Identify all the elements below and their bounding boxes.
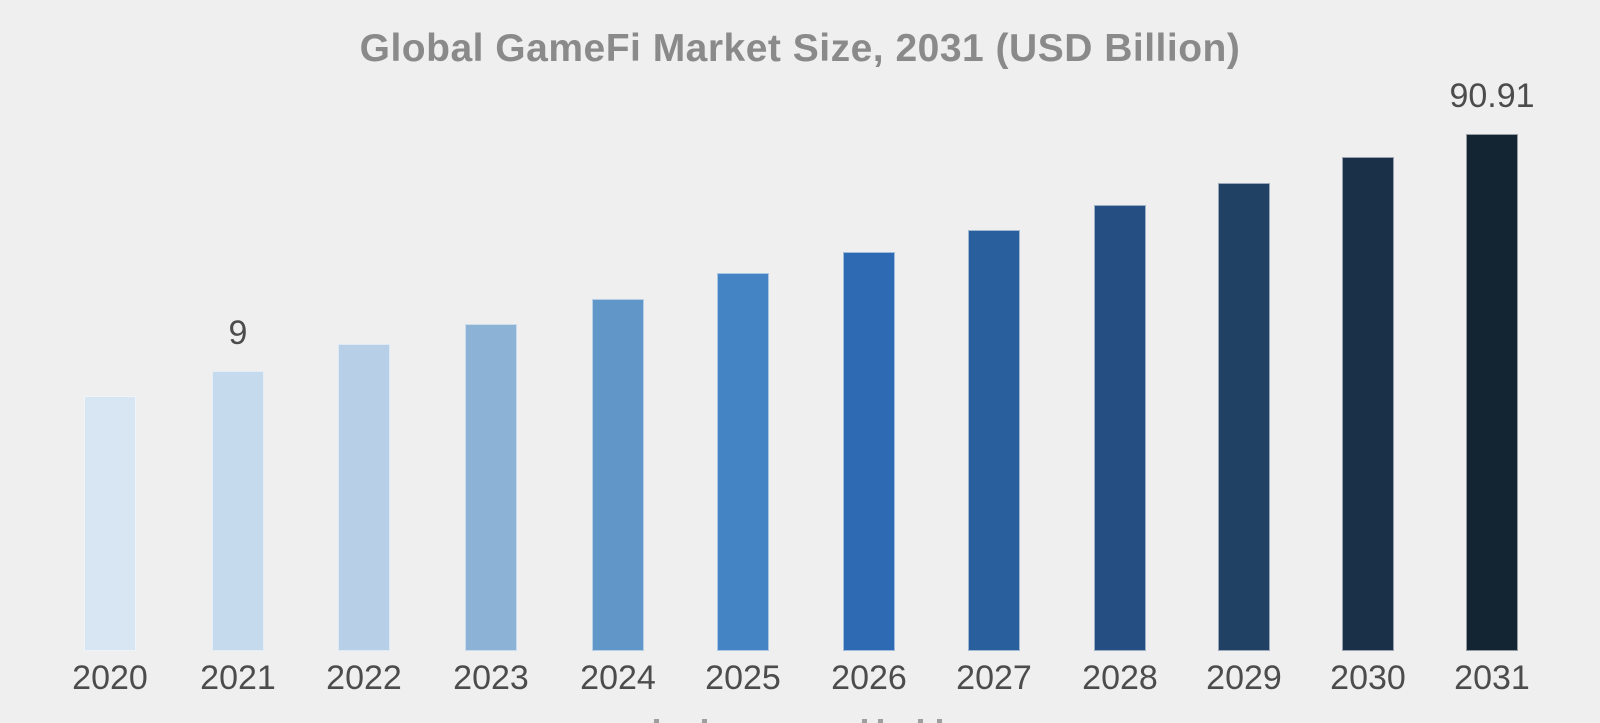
- x-axis-label-2022: 2022: [326, 659, 402, 697]
- bar-2021: [212, 371, 264, 651]
- bar-2025: [717, 273, 769, 651]
- bar-2031: [1466, 134, 1518, 651]
- x-axis-label-2025: 2025: [705, 659, 781, 697]
- bar-2029: [1218, 183, 1270, 651]
- bar-2027: [968, 230, 1020, 651]
- x-axis-label-2020: 2020: [72, 659, 148, 697]
- x-axis-label-2030: 2030: [1330, 659, 1406, 697]
- value-label-2031: 90.91: [1449, 77, 1535, 115]
- cutoff-text-fragment: [878, 719, 883, 723]
- x-axis-label-2031: 2031: [1454, 659, 1530, 697]
- x-axis-label-2021: 2021: [200, 659, 276, 697]
- bar-2023: [465, 324, 517, 651]
- cutoff-text-fragment: [654, 719, 659, 723]
- x-axis-label-2027: 2027: [956, 659, 1032, 697]
- x-axis-label-2026: 2026: [831, 659, 907, 697]
- bar-2022: [338, 344, 390, 651]
- value-label-2021: 9: [228, 314, 248, 352]
- bar-2020: [84, 396, 136, 651]
- chart-title: Global GameFi Market Size, 2031 (USD Bil…: [359, 27, 1241, 70]
- cutoff-text-fragment: [702, 719, 707, 723]
- x-axis-label-2028: 2028: [1082, 659, 1158, 697]
- cutoff-text-fragment: [937, 719, 942, 723]
- x-axis-label-2029: 2029: [1206, 659, 1282, 697]
- bar-2024: [592, 299, 644, 651]
- bar-2026: [843, 252, 895, 651]
- bar-2030: [1342, 157, 1394, 651]
- cutoff-text-fragment: [862, 719, 867, 723]
- x-axis-label-2024: 2024: [580, 659, 656, 697]
- x-axis-label-2023: 2023: [453, 659, 529, 697]
- cutoff-text-fragment: [918, 719, 923, 723]
- bar-2028: [1094, 205, 1146, 651]
